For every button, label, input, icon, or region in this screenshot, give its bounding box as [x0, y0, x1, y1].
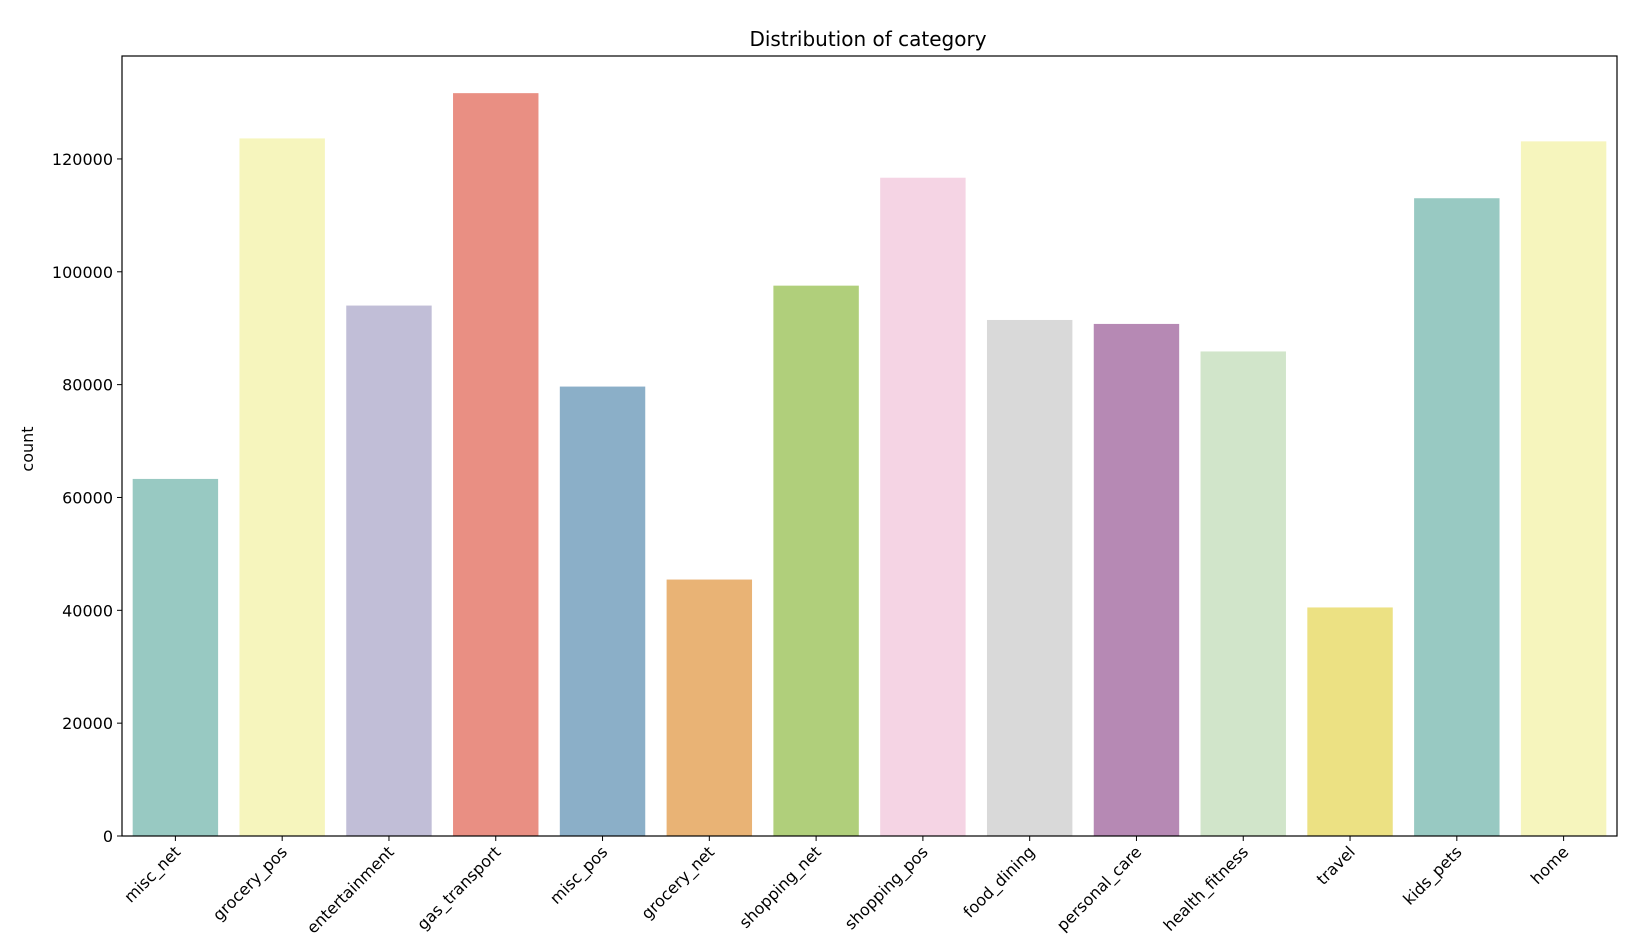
bar-entertainment [346, 305, 432, 837]
x-tick-label: grocery_pos [209, 842, 292, 925]
bar-kids-pets [1414, 198, 1500, 837]
bar-shopping-pos [880, 177, 966, 836]
x-tick-label: gas_transport [413, 842, 505, 934]
x-tick-label: grocery_net [637, 842, 718, 923]
x-tick-label: misc_net [120, 842, 185, 907]
x-tick-label: kids_pets [1399, 842, 1466, 909]
y-tick-label: 100000 [52, 263, 113, 282]
bar-shopping-net [773, 285, 859, 836]
bar-misc-net [132, 478, 219, 836]
y-tick-label: 120000 [52, 150, 113, 169]
x-tick-label: food_dining [959, 842, 1039, 922]
plot-frame [121, 55, 1618, 837]
bar-health-fitness [1200, 351, 1286, 836]
x-tick-label: health_fitness [1160, 842, 1253, 935]
chart-title: Distribution of category [749, 27, 986, 51]
x-tick-label: personal_care [1053, 842, 1146, 935]
x-tick-label: misc_pos [546, 842, 612, 908]
y-axis-label: count [18, 426, 37, 471]
bar-grocery-net [666, 579, 753, 836]
bar-home [1520, 141, 1607, 836]
y-axis-ticks: 0 20000 40000 60000 80000 100000 120000 [52, 150, 122, 846]
y-tick-label: 40000 [62, 601, 113, 620]
x-axis-ticks: misc_net grocery_pos entertainment gas_tran… [120, 836, 1572, 937]
bar-food-dining [986, 319, 1073, 837]
y-tick-label: 80000 [62, 376, 113, 395]
x-tick-label: entertainment [303, 842, 398, 937]
y-tick-label: 0 [103, 827, 113, 846]
y-tick-label: 60000 [62, 488, 113, 507]
x-tick-label: home [1527, 842, 1573, 888]
bar-grocery-pos [239, 138, 325, 837]
y-tick-label: 20000 [62, 714, 113, 733]
bar-misc-pos [559, 386, 646, 836]
bars-layer [132, 93, 1607, 837]
x-tick-label: shopping_pos [841, 842, 933, 934]
x-tick-label: shopping_net [735, 842, 825, 932]
bar-gas-transport [453, 93, 539, 837]
x-tick-label: travel [1313, 842, 1359, 888]
bar-travel [1307, 607, 1393, 836]
bar-personal-care [1093, 323, 1180, 837]
